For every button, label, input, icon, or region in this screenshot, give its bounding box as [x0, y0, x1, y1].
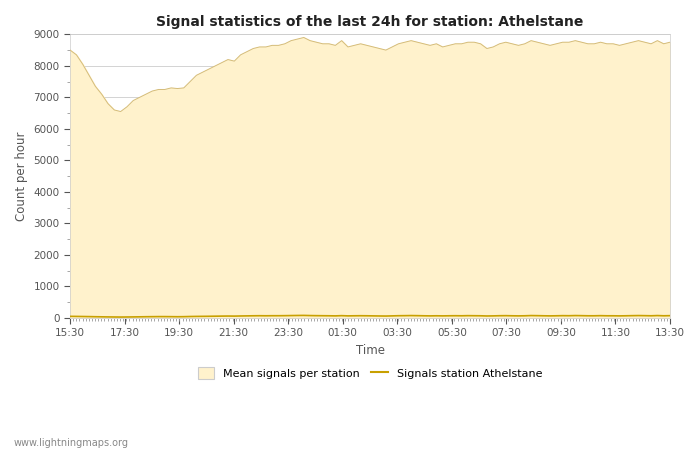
X-axis label: Time: Time [356, 344, 384, 357]
Text: www.lightningmaps.org: www.lightningmaps.org [14, 437, 129, 447]
Legend: Mean signals per station, Signals station Athelstane: Mean signals per station, Signals statio… [193, 363, 547, 383]
Title: Signal statistics of the last 24h for station: Athelstane: Signal statistics of the last 24h for st… [156, 15, 584, 29]
Y-axis label: Count per hour: Count per hour [15, 131, 28, 221]
